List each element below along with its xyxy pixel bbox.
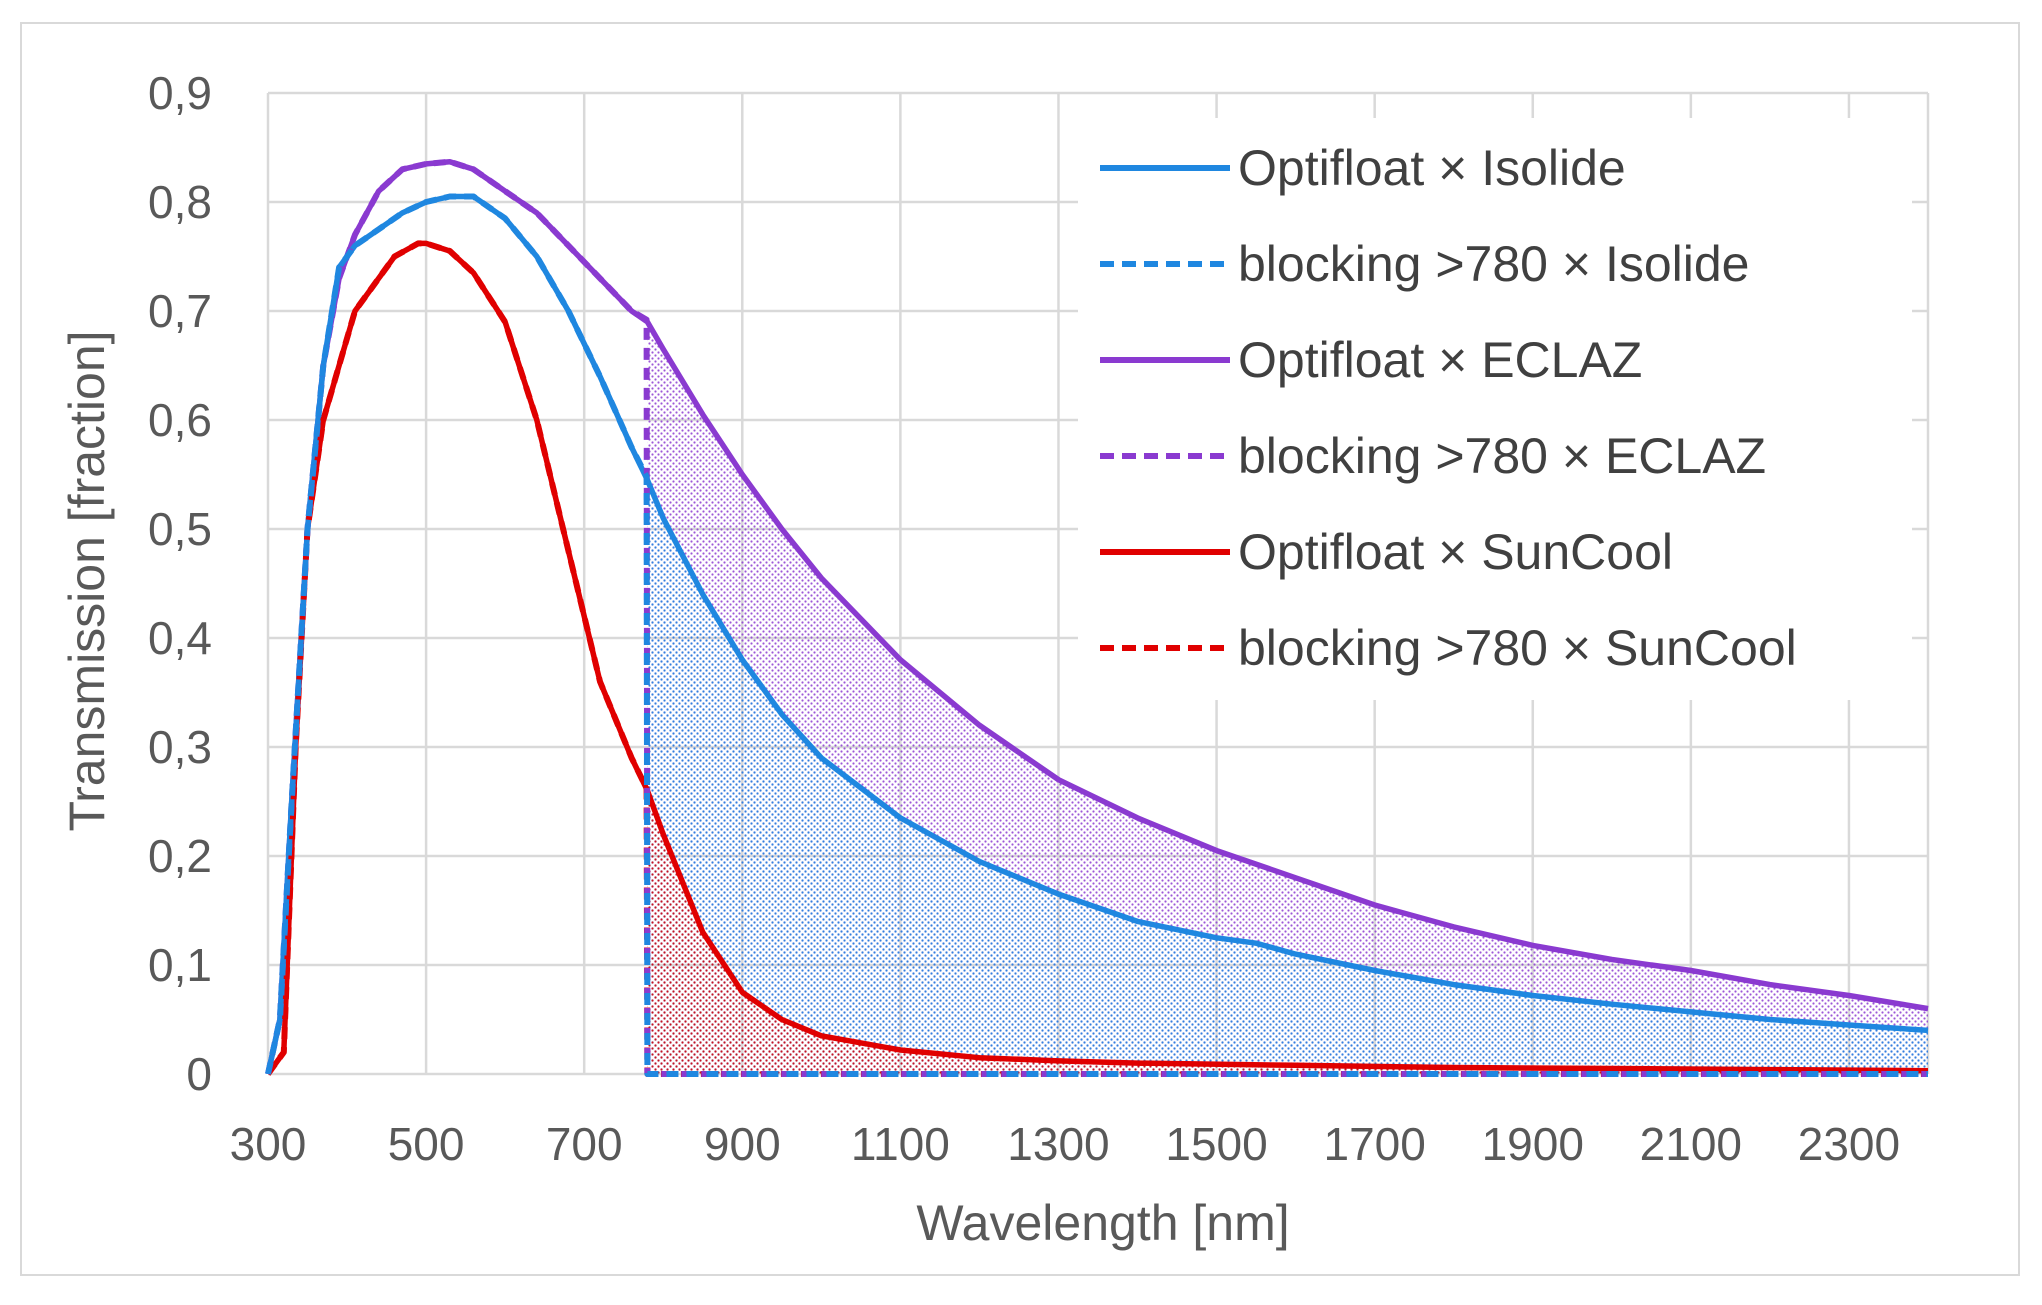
- x-tick-label: 300: [230, 1118, 307, 1170]
- y-tick-label: 0,4: [148, 612, 212, 664]
- y-tick-label: 0,7: [148, 285, 212, 337]
- legend-background: [1078, 118, 1912, 700]
- x-tick-label: 700: [546, 1118, 623, 1170]
- y-tick-label: 0: [186, 1048, 212, 1100]
- series-line-blocking-780-eclaz: [265, 158, 1928, 1077]
- y-axis-title: Transmission [fraction]: [59, 330, 115, 831]
- shaded-area-optifloat-suncool: [647, 790, 1928, 1074]
- y-tick-label: 0,2: [148, 830, 212, 882]
- x-tick-label: 1700: [1323, 1118, 1425, 1170]
- legend-label-optifloat-eclaz: Optifloat × ECLAZ: [1238, 332, 1642, 388]
- legend-label-optifloat-suncool: Optifloat × SunCool: [1238, 524, 1673, 580]
- legend-label-blocking-780-isolide: blocking >780 × Isolide: [1238, 236, 1749, 292]
- legend-label-optifloat-isolide: Optifloat × Isolide: [1238, 140, 1626, 196]
- x-tick-label: 500: [388, 1118, 465, 1170]
- x-tick-label: 1300: [1007, 1118, 1109, 1170]
- y-tick-label: 0,5: [148, 503, 212, 555]
- x-tick-label: 1900: [1482, 1118, 1584, 1170]
- x-tick-label: 1500: [1165, 1118, 1267, 1170]
- y-tick-label: 0,8: [148, 176, 212, 228]
- y-tick-labels: 0 0,1 0,2 0,3 0,4 0,5 0,6 0,7 0,8 0,9: [148, 67, 212, 1100]
- legend-label-blocking-780-eclaz: blocking >780 × ECLAZ: [1238, 428, 1766, 484]
- y-tick-label: 0,3: [148, 721, 212, 773]
- shaded-area-optifloat-isolide: [647, 479, 1928, 1074]
- legend-label-blocking-780-suncool: blocking >780 × SunCool: [1238, 620, 1797, 676]
- x-tick-label: 1100: [851, 1118, 950, 1170]
- y-tick-label: 0,9: [148, 67, 212, 119]
- x-tick-label: 900: [704, 1118, 781, 1170]
- shaded-areas: [647, 321, 1928, 1074]
- x-tick-label: 2300: [1798, 1118, 1900, 1170]
- y-tick-label: 0,1: [148, 939, 212, 991]
- x-tick-labels: 300 500 700 900 1100 1300 1500 1700 1900 2100 2300: [230, 1118, 1900, 1170]
- y-tick-label: 0,6: [148, 394, 212, 446]
- x-tick-label: 2100: [1640, 1118, 1742, 1170]
- legend: Optifloat × Isolide blocking >780 × Isoli…: [1078, 118, 1912, 700]
- x-axis-title: Wavelength [nm]: [916, 1195, 1289, 1251]
- series-lines: [265, 158, 1929, 1077]
